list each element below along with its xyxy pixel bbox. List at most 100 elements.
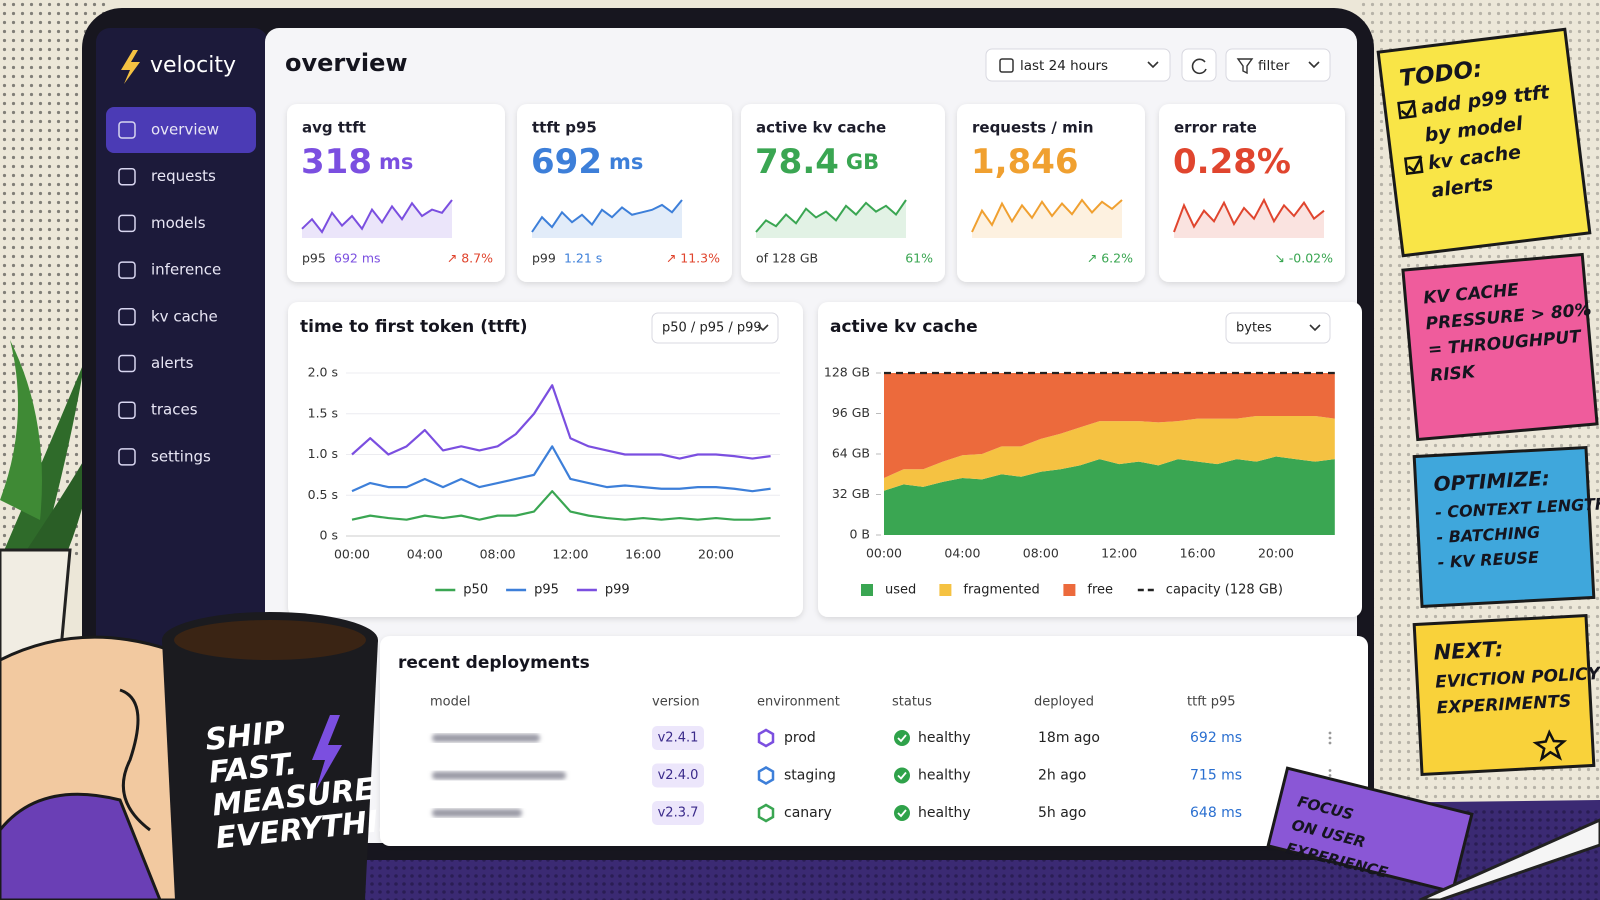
page-title: overview bbox=[285, 49, 408, 77]
note-check bbox=[1407, 156, 1423, 173]
ttft-p95: 648 ms bbox=[1190, 805, 1242, 821]
chart-selector-label: p50 / p95 / p99 bbox=[662, 321, 762, 336]
mug bbox=[0, 612, 378, 900]
deployments-title: recent deployments bbox=[398, 653, 590, 673]
kpi-value: 78.4 GB bbox=[755, 142, 879, 182]
kpi-unit: ms bbox=[609, 150, 643, 174]
nav-item[interactable]: settings bbox=[151, 447, 211, 465]
deployments-table: model version environment status deployed ttf… bbox=[430, 695, 1332, 825]
version: v2.4.0 bbox=[658, 768, 699, 783]
sparkline-fill bbox=[972, 200, 1122, 238]
x-tick-label: 20:00 bbox=[698, 547, 734, 562]
note-checkbox bbox=[1403, 155, 1424, 175]
kpi-number: 1,846 bbox=[971, 142, 1079, 182]
row-menu-dot[interactable] bbox=[1328, 769, 1332, 772]
y-tick-label: 1.5 s bbox=[308, 405, 338, 420]
sparkline bbox=[1173, 197, 1325, 233]
chart-title: active kv cache bbox=[830, 317, 978, 337]
nav-item[interactable]: traces bbox=[151, 401, 198, 419]
nav-item[interactable]: inference bbox=[151, 261, 221, 279]
nav-item[interactable]: requests bbox=[151, 167, 216, 185]
nav-item[interactable]: models bbox=[151, 214, 206, 232]
row-menu-dot[interactable] bbox=[1328, 741, 1332, 745]
row-menu-dot[interactable] bbox=[1328, 774, 1332, 777]
deployed: 5h ago bbox=[1038, 805, 1086, 821]
legend-swatch bbox=[1063, 584, 1076, 596]
environment-icon bbox=[757, 728, 775, 748]
column-header: model bbox=[430, 695, 470, 710]
ttft-p95: 692 ms bbox=[1190, 730, 1242, 746]
status: healthy bbox=[918, 730, 971, 746]
column-header: deployed bbox=[1034, 695, 1094, 710]
chart-title: time to first token (ttft) bbox=[300, 317, 528, 337]
status-check bbox=[897, 771, 907, 780]
nav-item[interactable]: overview bbox=[151, 121, 219, 139]
nav-item[interactable]: alerts bbox=[151, 354, 194, 372]
kpi-value: 1,846 bbox=[971, 142, 1079, 182]
y-tick-label: 0 B bbox=[849, 527, 870, 542]
y-tick-label: 0 s bbox=[320, 528, 338, 543]
deployed: 2h ago bbox=[1038, 768, 1086, 784]
legend-swatch bbox=[939, 584, 952, 596]
kpi-card bbox=[517, 104, 732, 282]
environment: canary bbox=[784, 805, 832, 821]
model-name-blurred bbox=[432, 771, 566, 780]
kpi-card bbox=[1159, 104, 1345, 282]
kpi-change: ↗ 11.3% bbox=[666, 251, 720, 266]
column-header: version bbox=[652, 695, 700, 710]
filter-button[interactable] bbox=[1225, 48, 1331, 82]
status: healthy bbox=[918, 805, 971, 821]
time-range-label: last 24 hours bbox=[1020, 58, 1108, 74]
kpi-row: avg ttft 318 ms p95 692 ms ↗ 8.7% ttft p95 692 m… bbox=[287, 104, 1345, 282]
refresh-button[interactable] bbox=[1181, 48, 1217, 82]
kpi-change: ↗ 8.7% bbox=[447, 251, 493, 266]
chart-selector[interactable] bbox=[651, 312, 779, 344]
x-tick-label: 08:00 bbox=[480, 547, 516, 562]
kpi-value: 318 ms bbox=[301, 142, 413, 182]
note-title: NEXT: bbox=[1433, 637, 1504, 665]
brand-logo bbox=[121, 50, 140, 84]
sparkline-fill bbox=[756, 200, 906, 238]
nav: overview requests models inference kv cache a… bbox=[106, 107, 256, 466]
kpi-value: 0.28% bbox=[1173, 142, 1291, 182]
x-tick-label: 08:00 bbox=[1023, 546, 1059, 561]
chart-selector[interactable] bbox=[1225, 312, 1331, 344]
note-checkbox bbox=[1397, 99, 1417, 120]
area-band bbox=[884, 416, 1335, 491]
line-series bbox=[351, 490, 771, 521]
column-header: status bbox=[892, 695, 932, 710]
x-tick-label: 00:00 bbox=[866, 546, 902, 561]
kpi-label: requests / min bbox=[972, 119, 1094, 137]
calendar-icon bbox=[999, 58, 1014, 73]
status-icon bbox=[894, 767, 910, 784]
time-range-select[interactable] bbox=[985, 48, 1171, 82]
kpi-change: ↗ 6.2% bbox=[1087, 251, 1133, 266]
status: healthy bbox=[918, 768, 971, 784]
row-menu-dot[interactable] bbox=[1328, 736, 1332, 740]
mug-line: SHIP bbox=[204, 715, 287, 758]
legend-label: p99 bbox=[605, 583, 630, 598]
legend-label: p50 bbox=[463, 583, 488, 598]
x-tick-label: 16:00 bbox=[1180, 546, 1216, 561]
kpi-unit: ms bbox=[379, 150, 413, 174]
version-pill bbox=[652, 763, 704, 788]
sparkline-fill bbox=[532, 200, 682, 238]
kpi-number: 0.28% bbox=[1173, 142, 1291, 182]
legend-label: fragmented bbox=[963, 583, 1039, 598]
version-pill bbox=[652, 726, 704, 750]
refresh-icon bbox=[1191, 58, 1207, 75]
kpi-label: ttft p95 bbox=[532, 119, 597, 137]
nav-item[interactable]: kv cache bbox=[151, 307, 218, 325]
sparkline-fill bbox=[302, 200, 452, 238]
chevron bbox=[1309, 324, 1321, 332]
deployments-card bbox=[380, 636, 1368, 846]
legend-label: used bbox=[885, 583, 916, 598]
kpi-card bbox=[287, 104, 505, 282]
kpi-number: 78.4 bbox=[755, 142, 839, 182]
row-menu-dot[interactable] bbox=[1328, 731, 1332, 735]
note-paper bbox=[1376, 27, 1592, 258]
x-tick-label: 20:00 bbox=[1258, 546, 1294, 561]
